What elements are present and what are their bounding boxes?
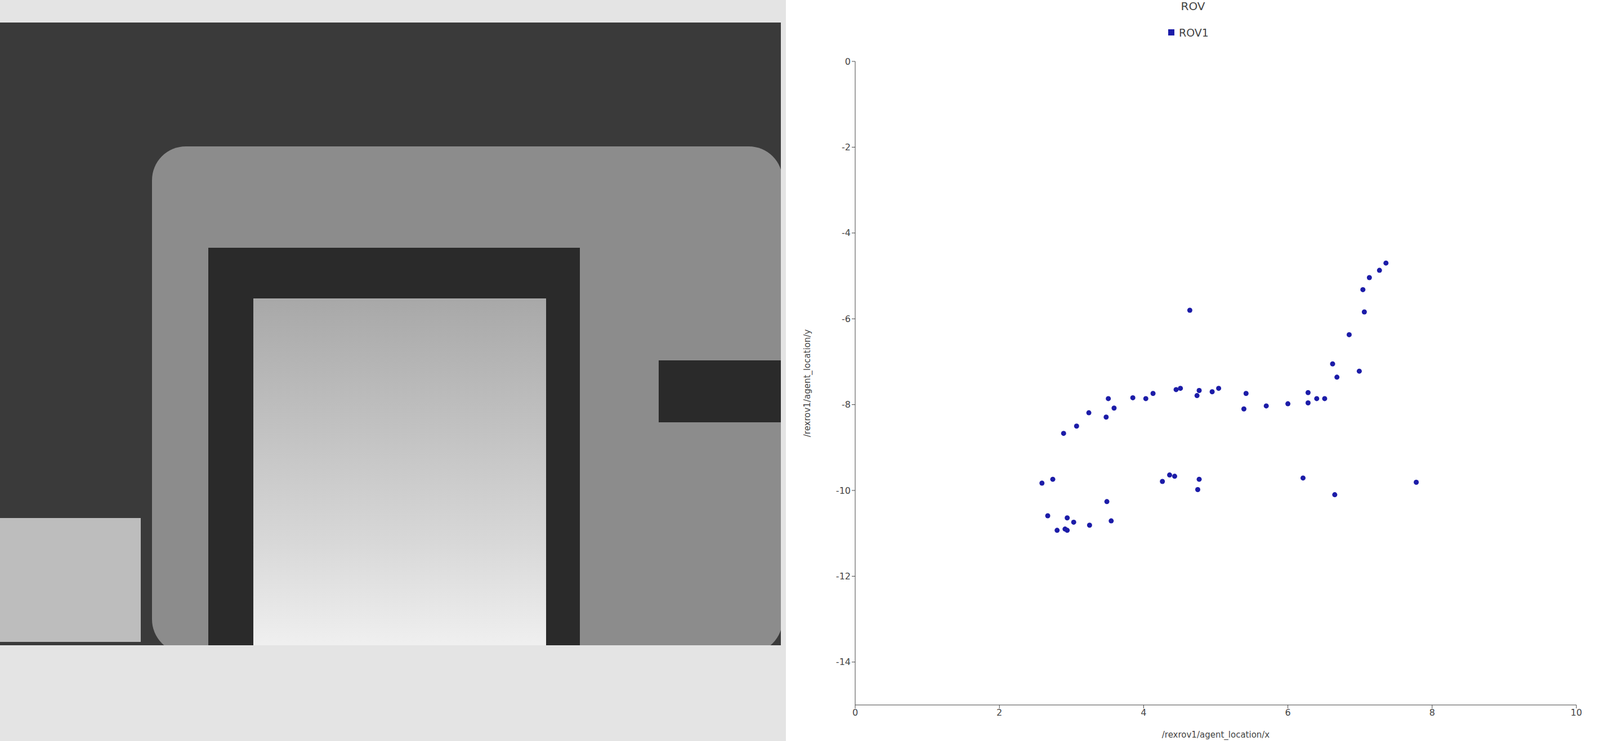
html-text:ROV: ROV	[1180, 0, 1206, 13]
svg-text:0: 0	[852, 707, 858, 718]
svg-text:-14: -14	[836, 656, 851, 668]
svg-text:-8: -8	[841, 399, 851, 410]
html-text:ROV1: ROV1	[1178, 26, 1209, 39]
svg-text:-4: -4	[841, 227, 851, 239]
svg-text:-6: -6	[841, 313, 851, 325]
svg-text:10: 10	[1570, 707, 1582, 718]
svg-text:-10: -10	[836, 485, 851, 496]
svg-text:4: 4	[1140, 707, 1147, 718]
svg-text:8: 8	[1429, 707, 1436, 718]
svg-text:0: 0	[845, 56, 851, 67]
svg-text:/rexrov1/agent_location/y: /rexrov1/agent_location/y	[802, 329, 813, 438]
svg-text:6: 6	[1285, 707, 1291, 718]
svg-text:/rexrov1/agent_location/x: /rexrov1/agent_location/x	[1161, 729, 1271, 741]
svg-text:-12: -12	[836, 570, 851, 582]
svg-text:-2: -2	[841, 141, 851, 153]
svg-text:2: 2	[996, 707, 1003, 718]
